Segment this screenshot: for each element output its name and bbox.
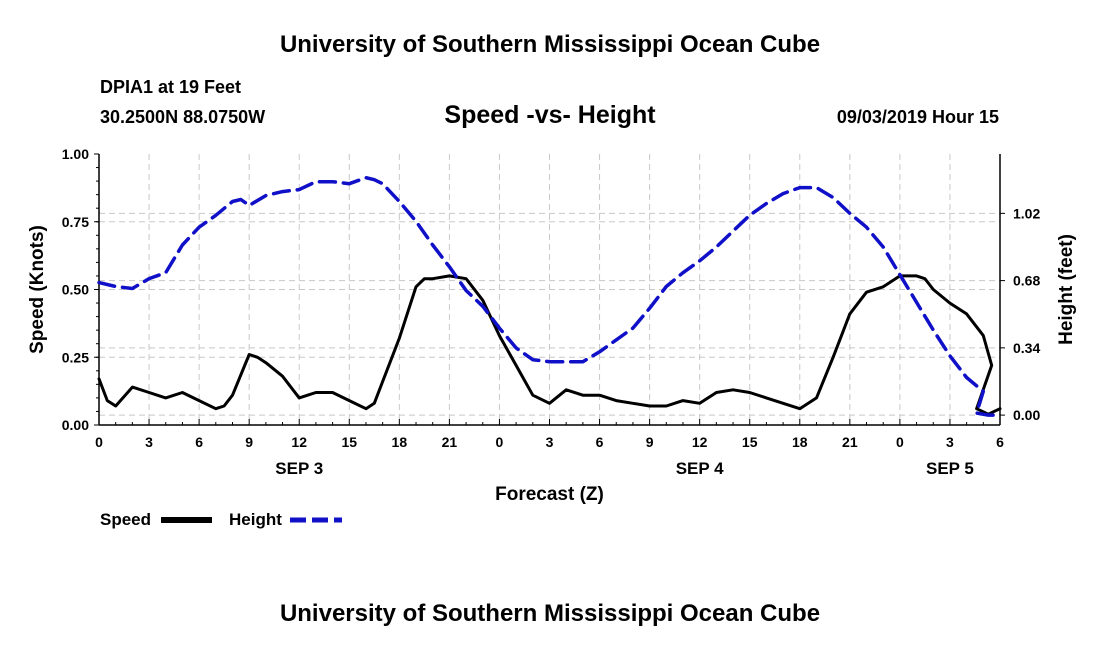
page-title: University of Southern Mississippi Ocean…: [279, 31, 821, 58]
y2-tick-label: 0.00: [1013, 407, 1040, 423]
y-tick-label: 0.25: [62, 349, 89, 365]
x-tick-label: 6: [996, 434, 1004, 450]
x-axis-title: Forecast (Z): [495, 484, 604, 505]
day-label: SEP 5: [926, 459, 974, 478]
x-tick-label: 0: [896, 434, 904, 450]
x-tick-label: 15: [341, 434, 357, 450]
legend-height-label: Height: [229, 510, 282, 529]
x-tick-label: 0: [496, 434, 504, 450]
x-tick-label: 3: [546, 434, 554, 450]
chart-title: Speed -vs- Height: [444, 101, 656, 129]
y2-axis-title: Height (feet): [1056, 234, 1077, 345]
y-axis-title: Speed (Knots): [27, 225, 48, 354]
x-tick-label: 9: [646, 434, 654, 450]
datetime-label: 09/03/2019 Hour 15: [836, 107, 999, 127]
y2-tick-label: 0.68: [1013, 273, 1040, 289]
height-series-line: [97, 175, 1002, 417]
x-tick-label: 3: [145, 434, 153, 450]
legend-speed-label: Speed: [100, 510, 152, 529]
y-tick-label: 0.75: [62, 214, 89, 230]
x-tick-label: 6: [195, 434, 203, 450]
station-label: DPIA1 at 19 Feet: [100, 77, 242, 97]
x-tick-label: 12: [692, 434, 708, 450]
x-tick-label: 0: [95, 434, 103, 450]
day-label: SEP 4: [676, 459, 724, 478]
speed-series-line: [97, 274, 1002, 416]
x-tick-label: 6: [596, 434, 604, 450]
x-tick-label: 9: [245, 434, 253, 450]
x-tick-label: 3: [946, 434, 954, 450]
x-tick-label: 18: [392, 434, 408, 450]
coords-label: 30.2500N 88.0750W: [100, 107, 266, 127]
x-tick-label: 21: [842, 434, 858, 450]
x-tick-label: 15: [742, 434, 758, 450]
day-label: SEP 3: [275, 459, 323, 478]
footer-title: University of Southern Mississippi Ocean…: [279, 600, 821, 627]
y-tick-label: 1.00: [62, 146, 89, 162]
y-tick-label: 0.50: [62, 282, 89, 298]
y2-tick-label: 0.34: [1013, 340, 1040, 356]
x-tick-label: 18: [792, 434, 808, 450]
y2-tick-label: 1.02: [1013, 205, 1040, 221]
y-tick-label: 0.00: [62, 417, 89, 433]
x-tick-label: 21: [442, 434, 458, 450]
x-tick-label: 12: [291, 434, 307, 450]
